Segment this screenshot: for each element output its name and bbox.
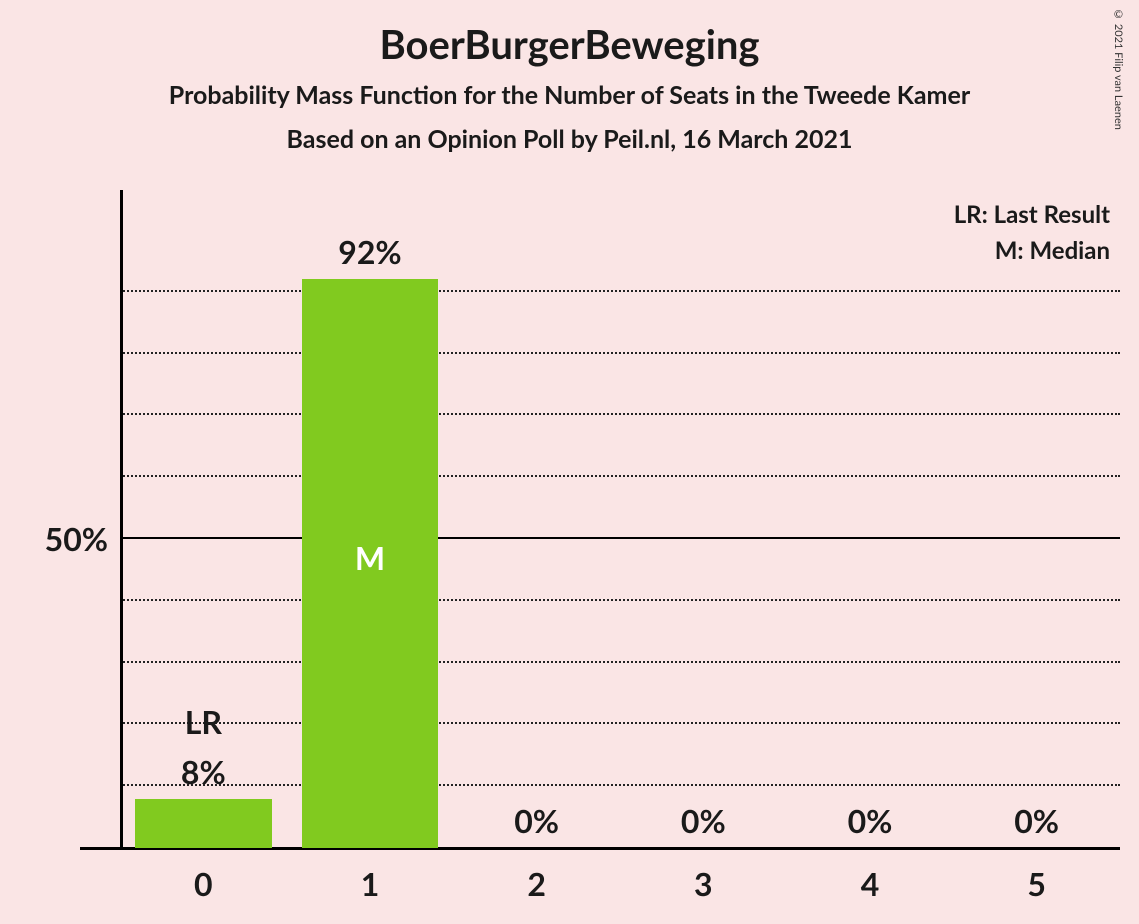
x-axis-label-1: 1 <box>287 864 454 903</box>
legend-m: M: Median <box>995 236 1110 265</box>
y-axis <box>120 190 123 848</box>
value-label-4: 0% <box>787 801 954 840</box>
grid-line <box>120 290 1120 292</box>
y-axis-label-50: 50% <box>45 519 108 558</box>
x-axis-label-5: 5 <box>953 864 1120 903</box>
value-label-1: 92% <box>287 232 454 271</box>
chart-title: BoerBurgerBeweging <box>0 0 1139 68</box>
grid-line <box>120 599 1120 601</box>
value-label-3: 0% <box>620 801 787 840</box>
value-label-5: 0% <box>953 801 1120 840</box>
grid-mid-line <box>120 537 1120 539</box>
chart-subtitle-1: Probability Mass Function for the Number… <box>0 68 1139 110</box>
chart-subtitle-2: Based on an Opinion Poll by Peil.nl, 16 … <box>0 110 1139 154</box>
last-result-marker: LR <box>120 702 287 741</box>
grid-line <box>120 661 1120 663</box>
legend-lr: LR: Last Result <box>954 200 1110 229</box>
x-axis-label-0: 0 <box>120 864 287 903</box>
chart-plot-area: 8%LR92%M0%0%0%0%LR: Last ResultM: Median <box>120 230 1120 848</box>
x-axis-label-3: 3 <box>620 864 787 903</box>
bar-0 <box>135 799 272 848</box>
copyright-text: © 2021 Filip van Laenen <box>1112 8 1125 130</box>
grid-line <box>120 413 1120 415</box>
value-label-0: 8% <box>120 752 287 791</box>
grid-line <box>120 475 1120 477</box>
median-marker: M <box>302 538 439 577</box>
value-label-2: 0% <box>453 801 620 840</box>
x-axis-label-2: 2 <box>453 864 620 903</box>
x-axis-label-4: 4 <box>787 864 954 903</box>
grid-line <box>120 352 1120 354</box>
